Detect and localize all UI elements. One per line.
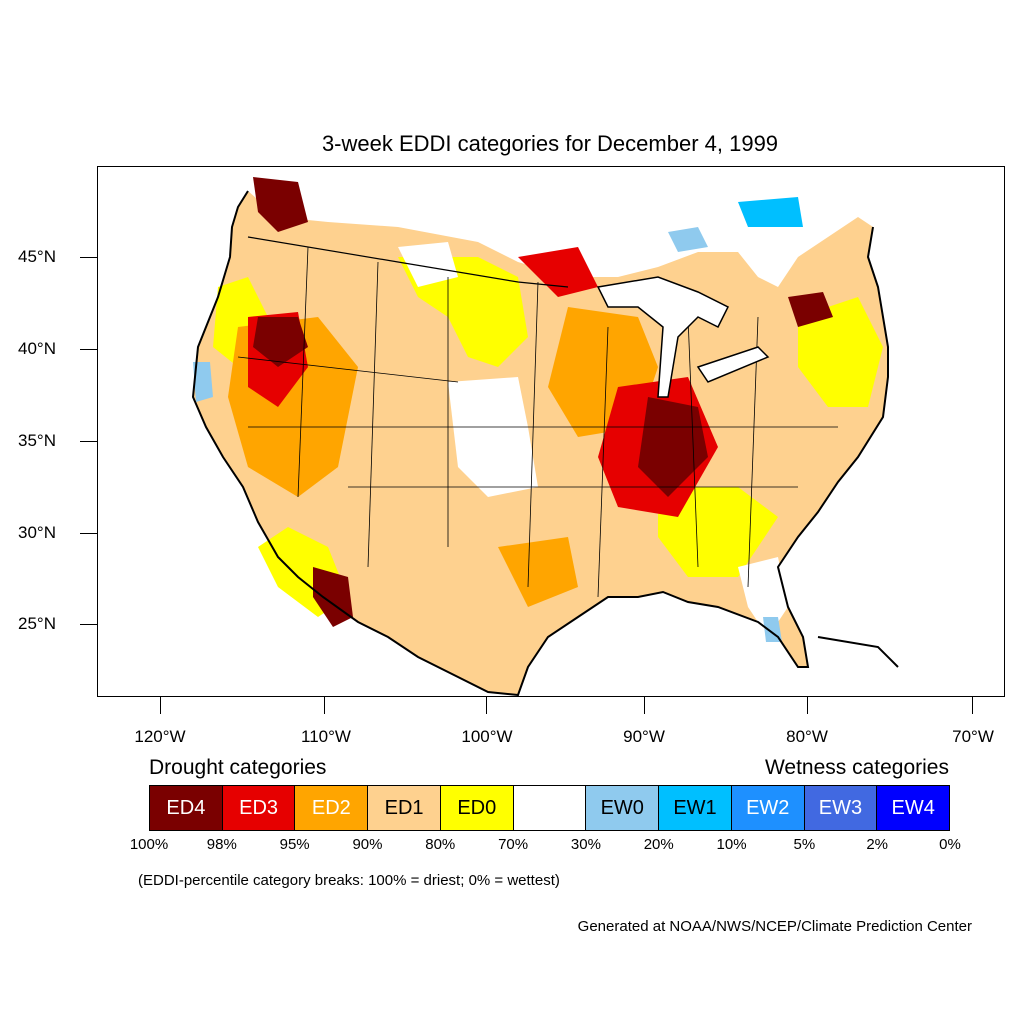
lat-tick — [80, 533, 97, 534]
ed3-region-north — [518, 247, 598, 297]
legend-percentile-label: 80% — [425, 836, 456, 853]
legend-percentile-label: 30% — [570, 836, 601, 853]
ed0-region-plains — [398, 257, 528, 367]
legend-note: (EDDI-percentile category breaks: 100% =… — [138, 872, 560, 889]
ew0-region-ontario — [668, 227, 708, 252]
ed4-region-tennessee — [638, 397, 708, 497]
legend-percentile-label: 95% — [279, 836, 310, 853]
legend-cell-ed2: ED2 — [295, 786, 369, 830]
legend-percentile-label: 0% — [939, 836, 961, 853]
lat-tick — [80, 624, 97, 625]
coastline — [191, 190, 889, 696]
lat-tick — [80, 257, 97, 258]
us-map — [191, 177, 899, 696]
neutral-region-plains — [448, 377, 538, 497]
legend-percentile-label: 70% — [498, 836, 529, 853]
legend-percentile-label: 100% — [129, 836, 169, 853]
lat-label-40: 40°N — [18, 339, 56, 358]
lon-tick — [486, 697, 487, 714]
caribbean-islands — [817, 636, 899, 668]
legend-cell-ed0: ED0 — [440, 786, 514, 830]
lat-label-30: 30°N — [18, 523, 56, 542]
legend-cell-ew1: EW1 — [659, 786, 732, 830]
ew0-region-california — [193, 362, 213, 402]
lon-label-100: 100°W — [461, 727, 513, 746]
lon-label-120: 120°W — [134, 727, 186, 746]
lon-tick — [324, 697, 325, 714]
ed4-region-great-basin — [253, 317, 308, 367]
lat-label-25: 25°N — [18, 614, 56, 633]
lon-tick — [644, 697, 645, 714]
lon-label-110: 110°W — [301, 727, 351, 746]
lat-tick — [80, 349, 97, 350]
lon-tick — [807, 697, 808, 714]
lon-label-90: 90°W — [623, 727, 665, 746]
ew1-region-ontario — [738, 197, 803, 227]
map-title: 3-week EDDI categories for December 4, 1… — [321, 131, 779, 156]
lon-tick — [160, 697, 161, 714]
legend-cell-ew2: EW2 — [731, 786, 805, 830]
ed2-region-south — [498, 537, 578, 607]
ed0-region-southeast — [658, 487, 778, 577]
lon-tick — [972, 697, 973, 714]
legend-percentile-label: 98% — [206, 836, 237, 853]
map-frame — [97, 166, 1005, 697]
ed4-region-newyork — [788, 292, 833, 327]
lake-erie — [696, 346, 770, 383]
legend-percentile-label: 20% — [643, 836, 674, 853]
legend-cell-neutral — [513, 786, 587, 830]
legend-percentile-label: 90% — [352, 836, 383, 853]
lat-label-45: 45°N — [18, 247, 56, 266]
legend-percentile-label: 10% — [716, 836, 747, 853]
canada-border — [247, 236, 569, 288]
legend-percentile-label: 5% — [793, 836, 816, 853]
legend-cell-ed3: ED3 — [222, 786, 296, 830]
legend-percentile-label: 2% — [866, 836, 889, 853]
ed0-region-northeast — [798, 297, 883, 407]
great-lakes — [596, 276, 730, 398]
ed0-region-west — [213, 277, 268, 367]
lat-tick — [80, 441, 97, 442]
legend-cell-ew0: EW0 — [586, 786, 660, 830]
legend-cell-ed4: ED4 — [150, 786, 223, 830]
lon-label-80: 80°W — [786, 727, 828, 746]
credit-line: Generated at NOAA/NWS/NCEP/Climate Predi… — [577, 918, 972, 935]
legend-cell-ew4: EW4 — [877, 786, 950, 830]
legend-drought-title: Drought categories — [149, 756, 327, 779]
legend-cell-ed1: ED1 — [368, 786, 441, 830]
lat-label-35: 35°N — [18, 431, 56, 450]
legend-wetness-title: Wetness categories — [764, 756, 949, 779]
ed4-region-northwest — [253, 177, 308, 232]
legend-color-bar: ED4 ED3 ED2 ED1 ED0 EW0 EW1 EW2 EW3 EW4 — [149, 785, 950, 831]
legend-cell-ew3: EW3 — [804, 786, 878, 830]
neutral-region-north — [398, 242, 458, 287]
lon-label-70: 70°W — [952, 727, 994, 746]
